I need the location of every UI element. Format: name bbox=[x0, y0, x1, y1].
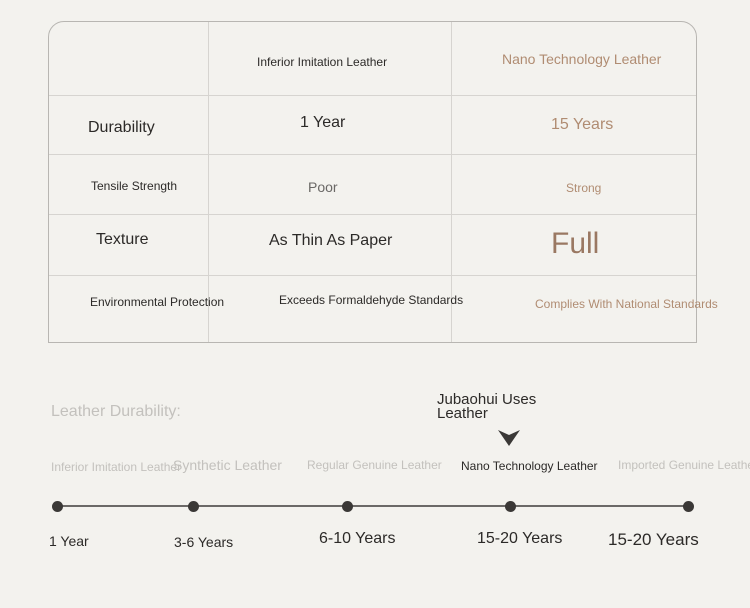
row-label-durability: Durability bbox=[88, 119, 155, 136]
divider bbox=[49, 275, 696, 276]
row-label-texture: Texture bbox=[96, 231, 149, 248]
timeline-dot bbox=[683, 501, 694, 512]
cell-inferior-environmental: Exceeds Formaldehyde Standards bbox=[279, 293, 464, 307]
row-label-environmental: Environmental Protection bbox=[90, 295, 225, 309]
row-label-tensile: Tensile Strength bbox=[91, 179, 178, 193]
cell-nano-texture: Full bbox=[551, 227, 600, 260]
callout-label: Jubaohui Uses Leather bbox=[437, 391, 537, 422]
arrow-down-icon bbox=[498, 430, 520, 446]
divider bbox=[208, 22, 209, 342]
type-label: Imported Genuine Leather bbox=[618, 458, 750, 472]
cell-inferior-texture: As Thin As Paper bbox=[269, 232, 393, 249]
cell-inferior-tensile: Poor bbox=[308, 179, 338, 195]
header-inferior: Inferior Imitation Leather bbox=[257, 55, 388, 69]
divider bbox=[49, 154, 696, 155]
cell-nano-environmental: Complies With National Standards bbox=[535, 297, 718, 311]
cell-inferior-durability: 1 Year bbox=[300, 114, 346, 131]
type-label-highlighted: Nano Technology Leather bbox=[461, 459, 598, 473]
type-label: Synthetic Leather bbox=[173, 457, 282, 473]
type-label: Inferior Imitation Leather bbox=[51, 460, 182, 474]
timeline-dot bbox=[52, 501, 63, 512]
divider bbox=[49, 214, 696, 215]
timeline-dot bbox=[505, 501, 516, 512]
durability-title: Leather Durability: bbox=[51, 403, 181, 420]
cell-nano-tensile: Strong bbox=[566, 181, 602, 195]
type-label: Regular Genuine Leather bbox=[307, 458, 442, 472]
cell-nano-durability: 15 Years bbox=[551, 116, 614, 133]
year-label: 1 Year bbox=[49, 533, 89, 549]
year-label: 3-6 Years bbox=[174, 534, 234, 550]
year-label: 15-20 Years bbox=[477, 530, 563, 547]
timeline-dot bbox=[342, 501, 353, 512]
divider bbox=[451, 22, 452, 342]
year-label: 6-10 Years bbox=[319, 530, 396, 547]
comparison-table bbox=[48, 21, 697, 343]
divider bbox=[49, 95, 696, 96]
header-nano: Nano Technology Leather bbox=[502, 51, 662, 67]
timeline-dot bbox=[188, 501, 199, 512]
year-label: 15-20 Years bbox=[608, 530, 699, 549]
timeline-line bbox=[57, 505, 688, 507]
